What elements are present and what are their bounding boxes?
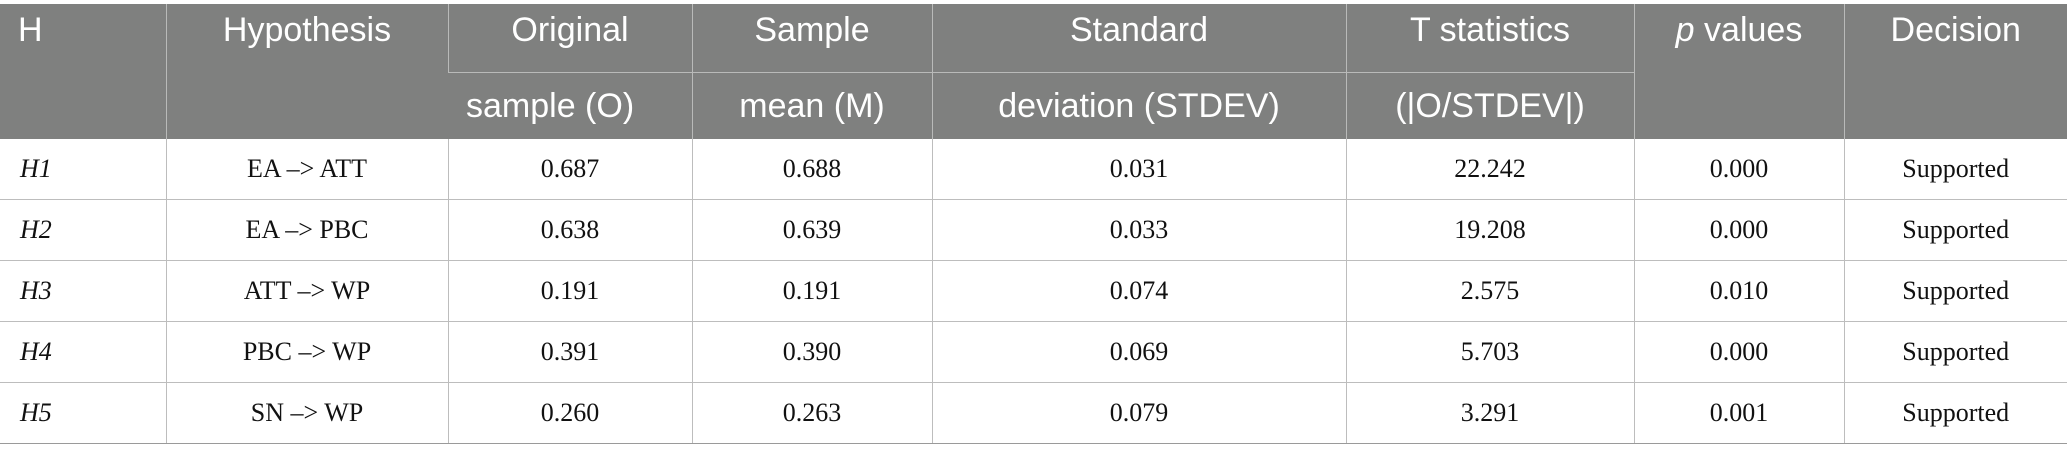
col-header-t-line1: T statistics [1345,4,1634,73]
col-header-sample-line1: Sample [691,4,932,73]
cell-t-statistic: 3.291 [1345,382,1634,444]
cell-h: H4 [0,321,166,383]
cell-decision: Supported [1843,260,2067,322]
cell-original-sample: 0.638 [447,199,692,261]
cell-h: H5 [0,382,166,444]
table-body: H1 EA –> ATT 0.687 0.688 0.031 22.242 0.… [0,139,2067,444]
cell-stdev: 0.031 [931,139,1346,200]
cell-p-value: 0.000 [1633,321,1844,383]
col-header-p-values: p values [1633,4,1844,139]
p-symbol: p [1675,11,1695,49]
cell-decision: Supported [1843,321,2067,383]
cell-t-statistic: 22.242 [1345,139,1634,200]
header-row-1: H Hypothesis Original Sample Standard T … [0,4,2067,139]
table-row: H3 ATT –> WP 0.191 0.191 0.074 2.575 0.0… [0,260,2067,322]
table-row: H5 SN –> WP 0.260 0.263 0.079 3.291 0.00… [0,382,2067,444]
cell-sample-mean: 0.191 [691,260,932,322]
table-row: H2 EA –> PBC 0.638 0.639 0.033 19.208 0.… [0,199,2067,261]
col-header-std-line2: deviation (STDEV) [931,72,1346,139]
p-values-label: values [1694,11,1803,49]
cell-sample-mean: 0.390 [691,321,932,383]
cell-t-statistic: 5.703 [1345,321,1634,383]
col-header-decision: Decision [1843,4,2067,139]
cell-p-value: 0.010 [1633,260,1844,322]
table-header: H Hypothesis Original Sample Standard T … [0,4,2067,139]
col-header-original-line2: sample (O) [448,72,692,139]
cell-sample-mean: 0.688 [691,139,932,200]
col-header-t-line2: (|O/STDEV|) [1345,72,1634,139]
hypothesis-results-table: H Hypothesis Original Sample Standard T … [0,4,2067,444]
cell-original-sample: 0.260 [447,382,692,444]
table-row: H4 PBC –> WP 0.391 0.390 0.069 5.703 0.0… [0,321,2067,383]
cell-h: H2 [0,199,166,261]
header-row-2: sample (O) mean (M) deviation (STDEV) (|… [0,72,2067,139]
col-header-original-line1: Original [447,4,692,73]
cell-stdev: 0.074 [931,260,1346,322]
cell-stdev: 0.033 [931,199,1346,261]
cell-p-value: 0.001 [1633,382,1844,444]
cell-h: H3 [0,260,166,322]
cell-h: H1 [0,139,166,200]
cell-p-value: 0.000 [1633,139,1844,200]
cell-original-sample: 0.687 [447,139,692,200]
cell-decision: Supported [1843,199,2067,261]
cell-sample-mean: 0.263 [691,382,932,444]
col-header-hypothesis: Hypothesis [165,4,448,139]
cell-stdev: 0.079 [931,382,1346,444]
col-header-sample-line2: mean (M) [691,72,932,139]
table-row: H1 EA –> ATT 0.687 0.688 0.031 22.242 0.… [0,139,2067,200]
cell-hypothesis: ATT –> WP [165,260,448,322]
col-header-std-line1: Standard [931,4,1346,73]
results-table-container: H Hypothesis Original Sample Standard T … [0,4,2067,444]
cell-stdev: 0.069 [931,321,1346,383]
cell-sample-mean: 0.639 [691,199,932,261]
col-header-h: H [0,4,166,139]
cell-decision: Supported [1843,382,2067,444]
cell-original-sample: 0.191 [447,260,692,322]
cell-decision: Supported [1843,139,2067,200]
cell-hypothesis: SN –> WP [165,382,448,444]
cell-hypothesis: PBC –> WP [165,321,448,383]
cell-original-sample: 0.391 [447,321,692,383]
cell-t-statistic: 2.575 [1345,260,1634,322]
cell-p-value: 0.000 [1633,199,1844,261]
cell-t-statistic: 19.208 [1345,199,1634,261]
cell-hypothesis: EA –> PBC [165,199,448,261]
cell-hypothesis: EA –> ATT [165,139,448,200]
